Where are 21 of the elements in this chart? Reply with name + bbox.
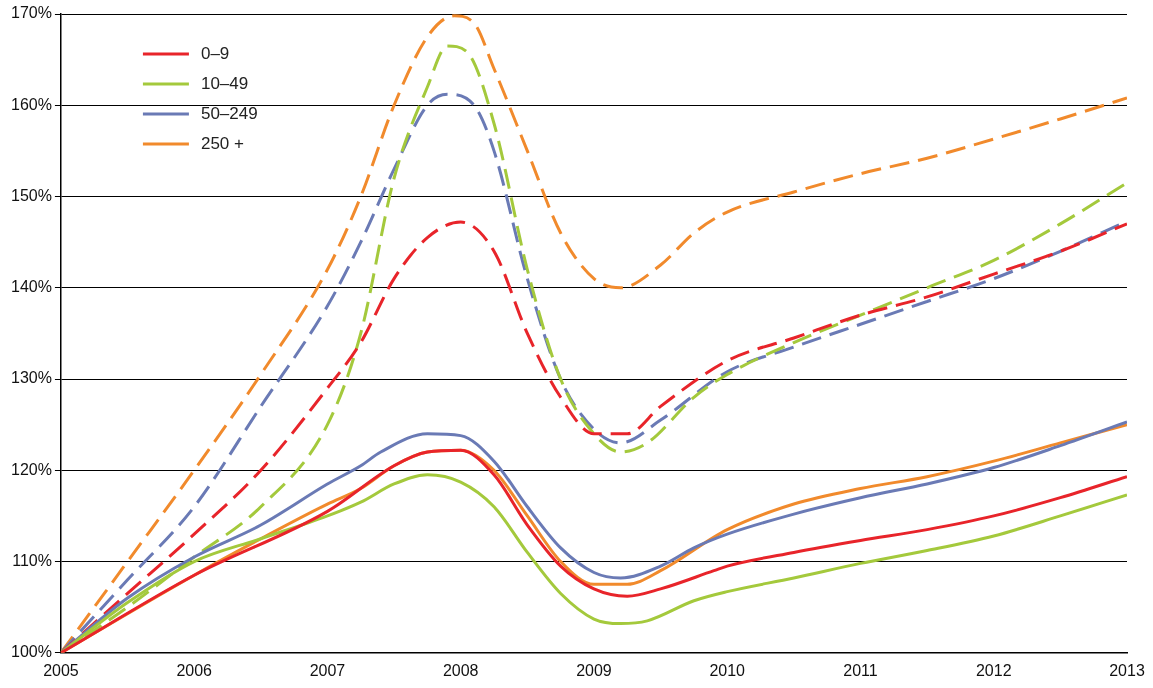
x-tick-label: 2005 (43, 661, 79, 679)
y-tick-label: 170% (11, 4, 52, 22)
legend-label: 0–9 (200, 43, 230, 63)
x-tick-label: 2009 (576, 661, 612, 679)
y-tick-label: 140% (11, 278, 52, 296)
y-tick-label: 100% (11, 643, 52, 661)
x-tick-label: 2008 (442, 661, 479, 679)
legend-label: 250 + (200, 133, 245, 153)
x-tick-label: 2011 (843, 661, 878, 679)
y-tick-label: 130% (11, 369, 52, 387)
y-tick-label: 120% (11, 460, 52, 478)
x-tick-label: 2012 (975, 661, 1012, 679)
y-tick-label: 160% (11, 95, 52, 113)
x-tick-label: 2006 (176, 661, 213, 679)
x-tick-label: 2010 (709, 661, 746, 679)
legend-label: 50–249 (200, 103, 258, 123)
x-tick-label: 2007 (309, 661, 346, 679)
y-tick-label: 150% (11, 186, 52, 204)
x-tick-label: 2013 (1109, 661, 1145, 679)
y-tick-label: 110% (12, 551, 52, 569)
legend-label: 10–49 (200, 73, 249, 93)
